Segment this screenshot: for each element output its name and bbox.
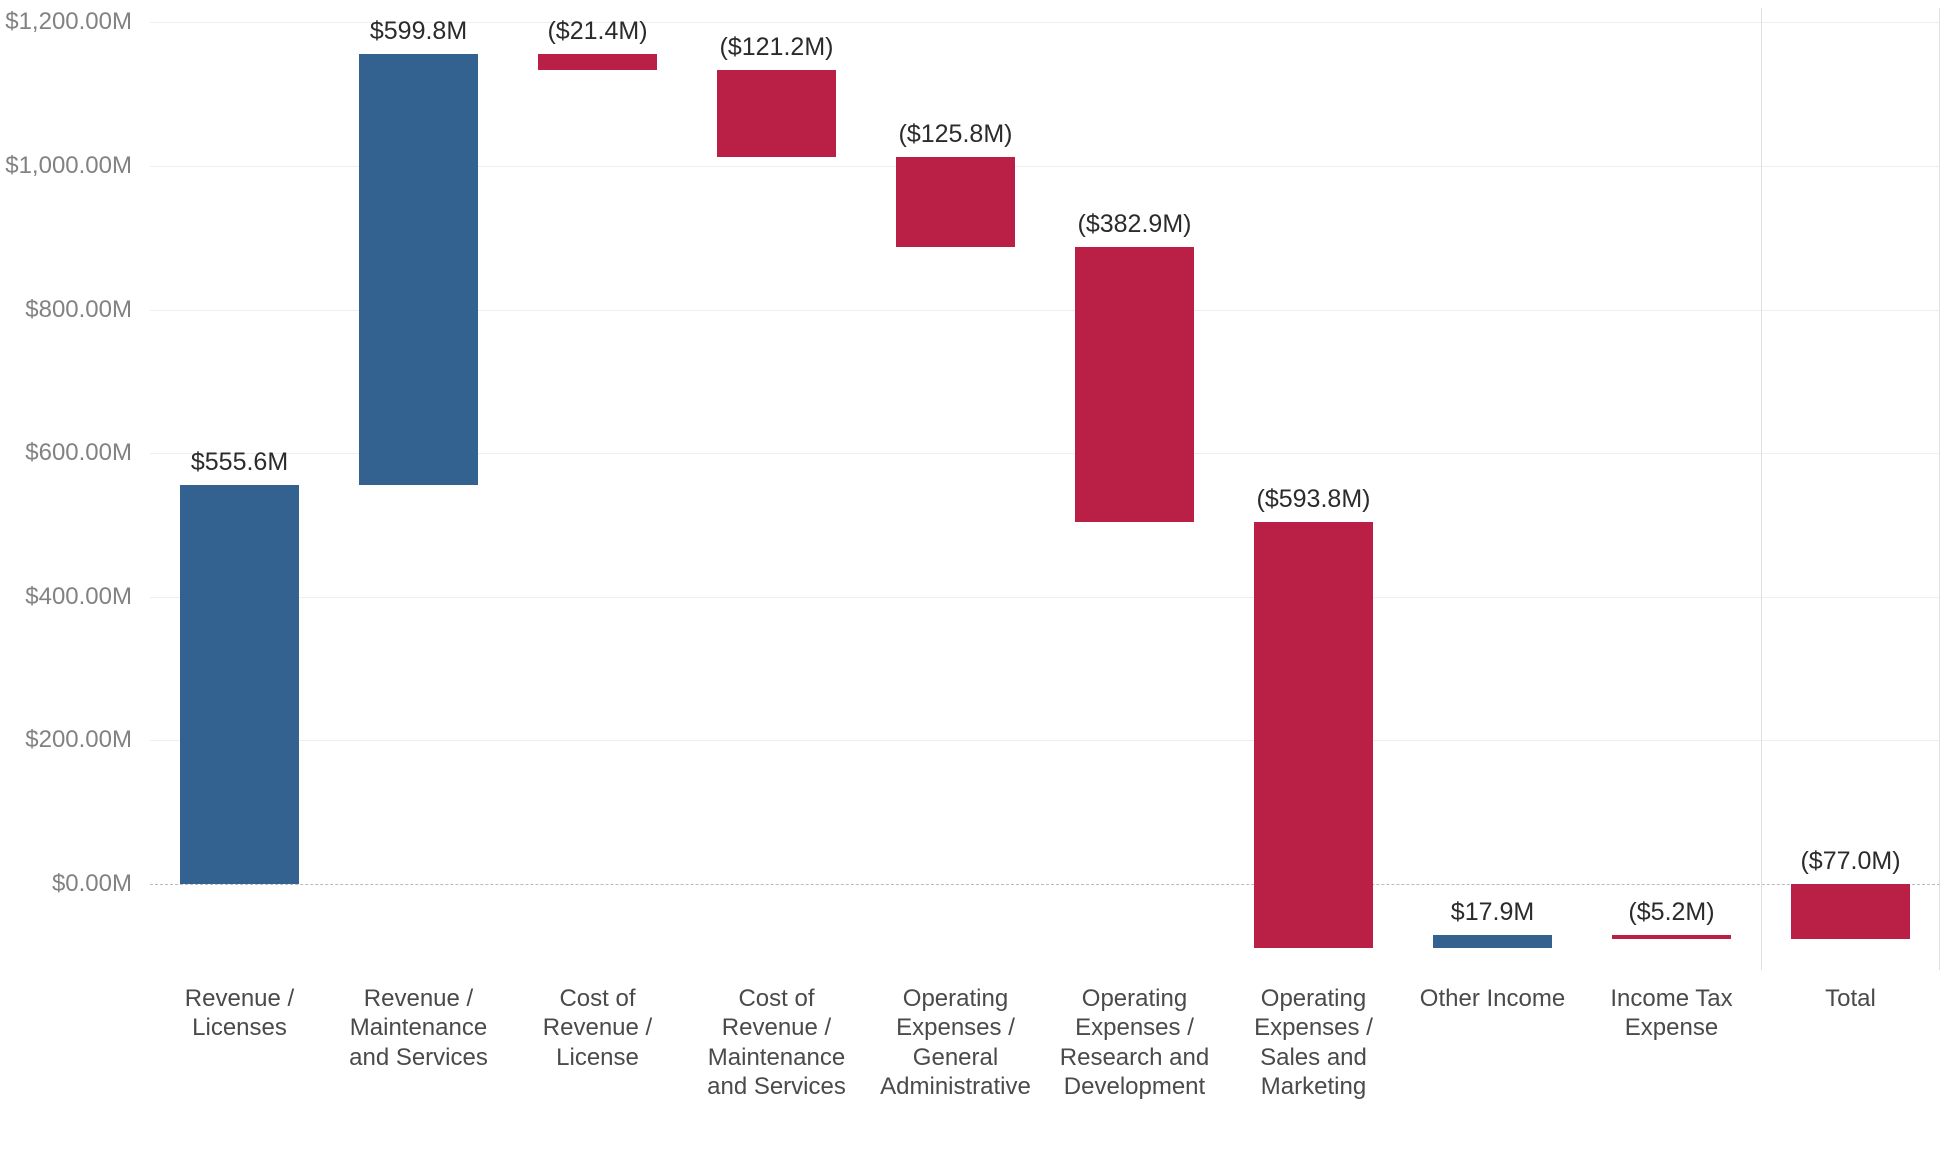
x-axis-category-label: Total [1765, 970, 1937, 1013]
bar-value-label: ($121.2M) [720, 33, 834, 62]
y-axis-tick-label: $0.00M [0, 870, 132, 898]
y-axis-tick-label: $400.00M [0, 583, 132, 611]
bar-value-label: ($21.4M) [547, 17, 647, 46]
y-axis-tick-label: $800.00M [0, 296, 132, 324]
y-axis-tick-label: $1,200.00M [0, 8, 132, 36]
bar-value-label: $555.6M [191, 448, 288, 477]
x-axis-category-label: Revenue / Maintenance and Services [333, 970, 505, 1072]
bar-value-label: ($5.2M) [1628, 898, 1714, 927]
y-axis-tick-label: $600.00M [0, 439, 132, 467]
bar-labels-layer: $555.6M $599.8M ($21.4M) ($121.2M) ($125.8M)… [150, 8, 1940, 970]
plot-area: $555.6M $599.8M ($21.4M) ($121.2M) ($125.8M)… [150, 8, 1940, 970]
x-axis-category-label: Revenue / Licenses [154, 970, 326, 1043]
x-axis-category-label: Income Tax Expense [1586, 970, 1758, 1043]
bar-value-label: ($125.8M) [899, 120, 1013, 149]
bar-value-label: $17.9M [1451, 898, 1534, 927]
x-axis-category-label: Cost of Revenue / License [512, 970, 684, 1072]
y-axis-tick-label: $1,000.00M [0, 152, 132, 180]
bar-value-label: $599.8M [370, 17, 467, 46]
bar-value-label: ($593.8M) [1257, 485, 1371, 514]
waterfall-chart: $555.6M $599.8M ($21.4M) ($121.2M) ($125.8M)… [0, 0, 1958, 1174]
bar-value-label: ($77.0M) [1800, 847, 1900, 876]
y-axis-tick-label: $200.00M [0, 726, 132, 754]
x-axis-category-label: Other Income [1407, 970, 1579, 1013]
bar-value-label: ($382.9M) [1078, 210, 1192, 239]
x-axis-category-label: Operating Expenses / Research and Develo… [1049, 970, 1221, 1101]
x-axis-category-label: Operating Expenses / General Administrat… [870, 970, 1042, 1101]
x-axis-category-label: Cost of Revenue / Maintenance and Servic… [691, 970, 863, 1101]
x-axis-category-label: Operating Expenses / Sales and Marketing [1228, 970, 1400, 1101]
